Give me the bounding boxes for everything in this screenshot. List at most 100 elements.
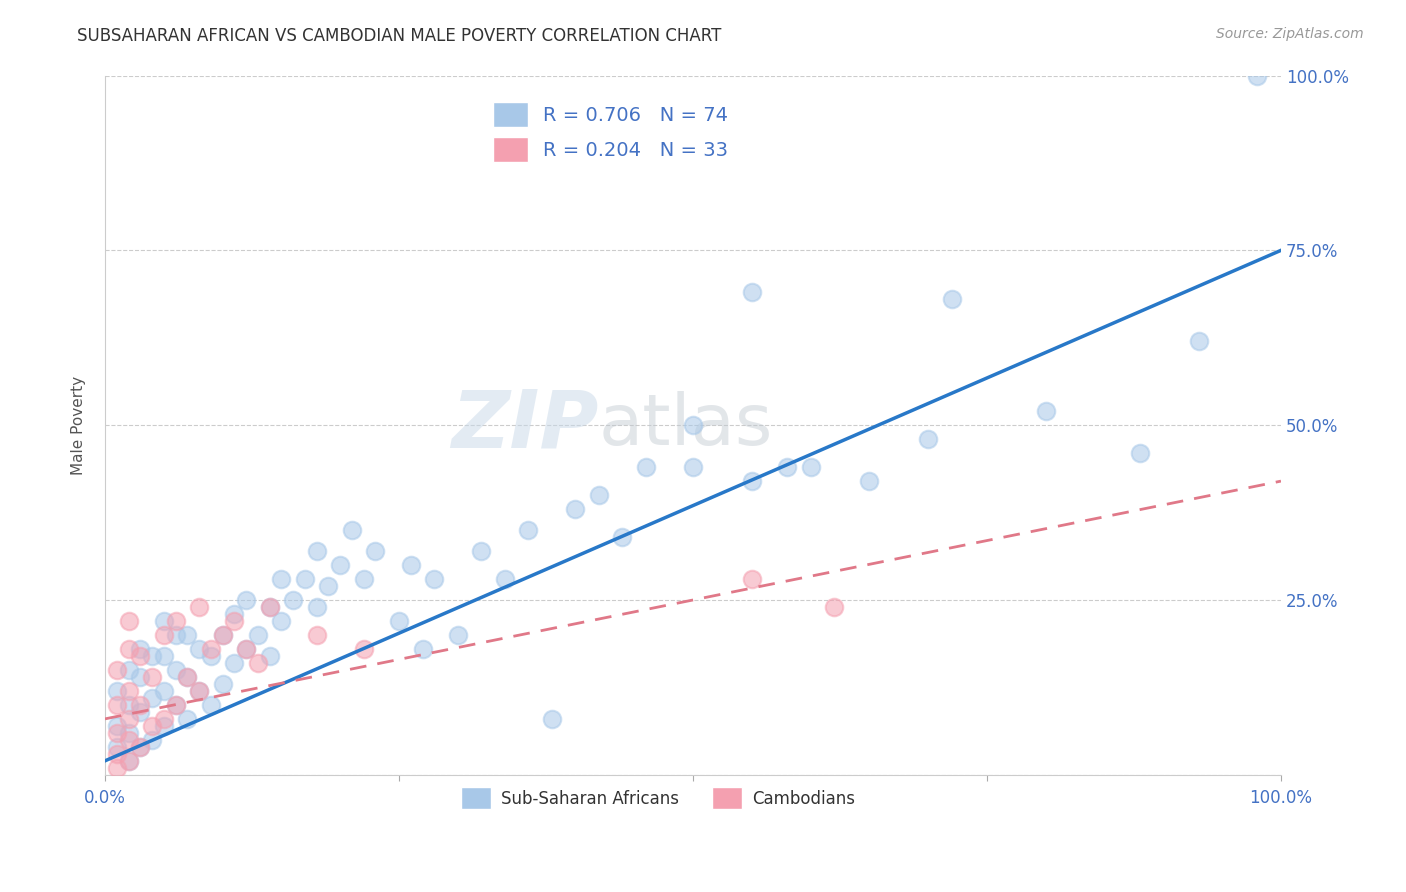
Point xyxy=(129,705,152,719)
Point xyxy=(152,684,174,698)
Point xyxy=(224,656,246,670)
Point xyxy=(105,726,128,740)
Point xyxy=(246,656,269,670)
Point xyxy=(1246,69,1268,83)
Y-axis label: Male Poverty: Male Poverty xyxy=(72,376,86,475)
Point xyxy=(165,628,187,642)
Point xyxy=(470,544,492,558)
Point xyxy=(176,670,198,684)
Point xyxy=(1129,446,1152,460)
Point xyxy=(741,572,763,586)
Point xyxy=(152,712,174,726)
Point xyxy=(305,628,328,642)
Point xyxy=(200,642,222,657)
Point xyxy=(105,698,128,712)
Point xyxy=(188,642,211,657)
Point xyxy=(129,739,152,754)
Point xyxy=(129,698,152,712)
Point xyxy=(129,648,152,663)
Point xyxy=(105,761,128,775)
Point xyxy=(270,614,292,628)
Point xyxy=(388,614,411,628)
Point xyxy=(224,614,246,628)
Point xyxy=(634,460,657,475)
Legend: Sub-Saharan Africans, Cambodians: Sub-Saharan Africans, Cambodians xyxy=(454,780,862,815)
Point xyxy=(340,523,363,537)
Point xyxy=(165,698,187,712)
Point xyxy=(211,628,233,642)
Point xyxy=(941,293,963,307)
Point xyxy=(141,719,163,733)
Point xyxy=(165,698,187,712)
Point xyxy=(917,432,939,446)
Point xyxy=(117,684,139,698)
Text: SUBSAHARAN AFRICAN VS CAMBODIAN MALE POVERTY CORRELATION CHART: SUBSAHARAN AFRICAN VS CAMBODIAN MALE POV… xyxy=(77,27,721,45)
Point xyxy=(1188,334,1211,349)
Point xyxy=(188,599,211,614)
Point xyxy=(564,502,586,516)
Point xyxy=(105,663,128,677)
Point xyxy=(188,684,211,698)
Point xyxy=(105,739,128,754)
Point xyxy=(224,607,246,621)
Point xyxy=(447,628,470,642)
Point xyxy=(117,663,139,677)
Point xyxy=(259,599,281,614)
Point xyxy=(129,739,152,754)
Point xyxy=(800,460,823,475)
Point xyxy=(682,460,704,475)
Point xyxy=(200,648,222,663)
Point xyxy=(858,474,880,488)
Point xyxy=(176,712,198,726)
Point xyxy=(246,628,269,642)
Point xyxy=(259,648,281,663)
Point xyxy=(318,579,340,593)
Point xyxy=(259,599,281,614)
Point xyxy=(541,712,564,726)
Point xyxy=(741,474,763,488)
Text: Source: ZipAtlas.com: Source: ZipAtlas.com xyxy=(1216,27,1364,41)
Point xyxy=(152,648,174,663)
Point xyxy=(165,614,187,628)
Point xyxy=(741,285,763,300)
Point xyxy=(117,754,139,768)
Point xyxy=(823,599,845,614)
Point xyxy=(200,698,222,712)
Point xyxy=(117,754,139,768)
Point xyxy=(117,726,139,740)
Text: ZIP: ZIP xyxy=(451,386,599,464)
Text: atlas: atlas xyxy=(599,391,773,459)
Point xyxy=(364,544,387,558)
Point xyxy=(152,719,174,733)
Point xyxy=(129,670,152,684)
Point xyxy=(294,572,316,586)
Point xyxy=(165,663,187,677)
Point xyxy=(235,642,257,657)
Point xyxy=(105,719,128,733)
Point xyxy=(152,628,174,642)
Point xyxy=(235,642,257,657)
Point xyxy=(129,642,152,657)
Point xyxy=(105,747,128,761)
Point xyxy=(176,670,198,684)
Point xyxy=(353,572,375,586)
Point xyxy=(281,593,304,607)
Point xyxy=(353,642,375,657)
Point xyxy=(411,642,433,657)
Point xyxy=(270,572,292,586)
Point xyxy=(141,648,163,663)
Point xyxy=(117,614,139,628)
Point xyxy=(117,712,139,726)
Point xyxy=(588,488,610,502)
Point xyxy=(494,572,516,586)
Point xyxy=(612,530,634,544)
Point xyxy=(117,732,139,747)
Point xyxy=(105,684,128,698)
Point xyxy=(517,523,540,537)
Point xyxy=(141,690,163,705)
Point xyxy=(1035,404,1057,418)
Point xyxy=(141,670,163,684)
Point xyxy=(329,558,352,572)
Point xyxy=(141,732,163,747)
Point xyxy=(423,572,446,586)
